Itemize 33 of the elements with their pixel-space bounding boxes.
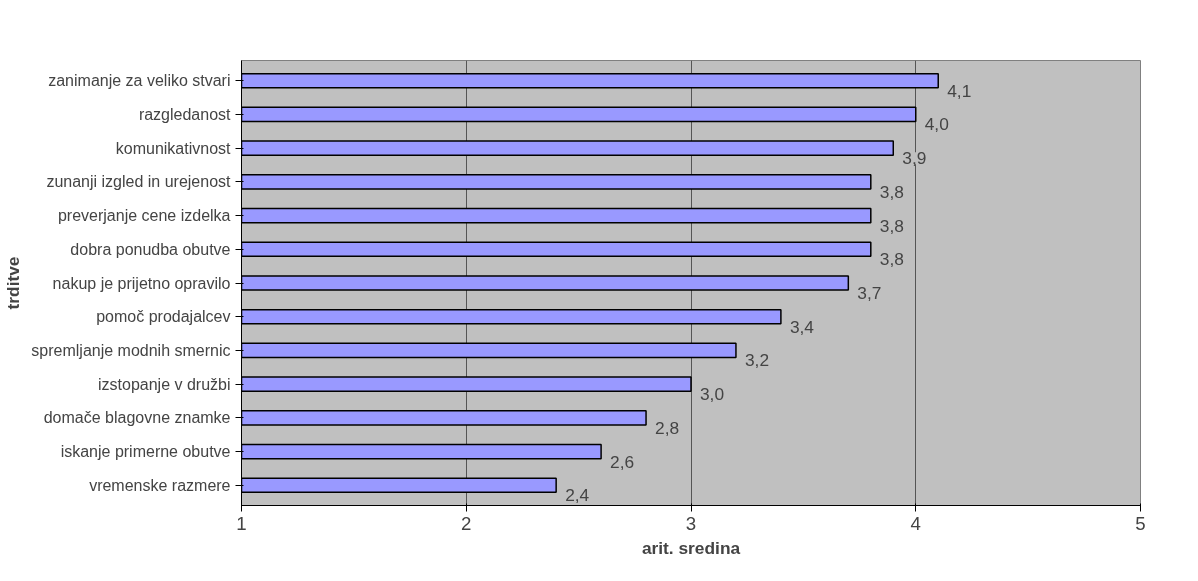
data-label: 3,7 <box>857 283 882 303</box>
y-tick-label: zunanji izgled in urejenost <box>46 173 232 191</box>
x-tick-label: 1 <box>236 512 247 534</box>
data-label: 2,6 <box>610 451 635 472</box>
x-axis-title: arit. sredina <box>641 537 741 558</box>
y-tick-label: vremenske razmere <box>89 476 231 494</box>
data-label: 3,8 <box>879 181 904 202</box>
x-tick-label: 2 <box>461 512 472 534</box>
data-label: 3,8 <box>879 215 904 236</box>
y-tick-label: zanimanje za veliko stvari <box>48 72 231 90</box>
data-label: 4,0 <box>924 114 949 135</box>
data-label: 3,4 <box>789 316 815 337</box>
y-tick-label: komunikativnost <box>115 139 232 157</box>
x-tick-label: 3 <box>685 512 697 534</box>
data-label: 3,8 <box>879 249 904 270</box>
data-label: 4,1 <box>947 80 972 101</box>
x-tick-label: 4 <box>910 512 921 534</box>
y-tick-label: razgledanost <box>138 105 232 123</box>
data-label: 2,8 <box>655 417 680 438</box>
data-label: 3,0 <box>699 384 725 405</box>
y-tick-label: pomoč prodajalcev <box>96 308 231 326</box>
y-tick-label: iskanje primerne obutve <box>60 443 231 461</box>
y-tick-label: dobra ponudba obutve <box>70 240 231 258</box>
y-tick-label: izstopanje v družbi <box>97 375 231 393</box>
y-axis-title: trditve <box>3 256 24 310</box>
x-tick-label: 5 <box>1135 512 1146 534</box>
data-label: 3,9 <box>902 148 927 169</box>
y-tick-label: preverjanje cene izdelka <box>57 207 231 225</box>
y-tick-label: spremljanje modnih smernic <box>31 341 231 359</box>
y-tick-label: domače blagovne znamke <box>43 409 231 427</box>
data-label: 2,4 <box>565 485 590 506</box>
data-label: 3,2 <box>744 350 770 371</box>
y-tick-label: nakup je prijetno opravilo <box>52 274 231 292</box>
